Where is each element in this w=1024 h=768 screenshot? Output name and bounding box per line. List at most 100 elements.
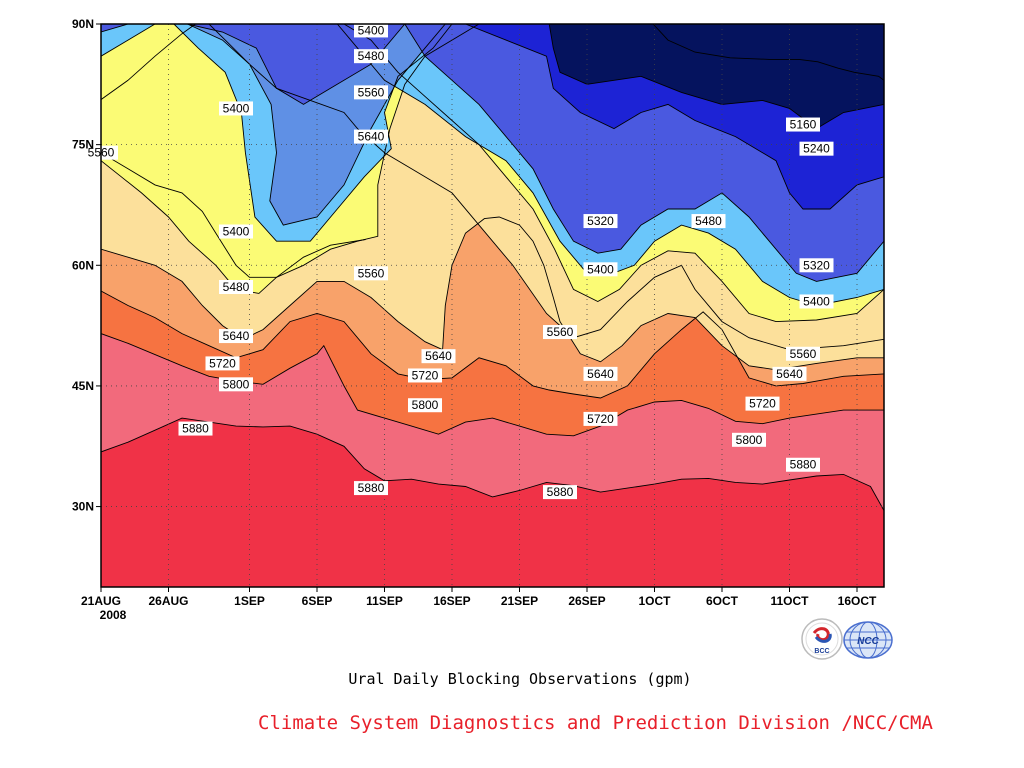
contour-label-5880: 5880 <box>178 421 213 436</box>
x-tick-label: 26SEP <box>568 594 605 608</box>
svg-text:5400: 5400 <box>223 101 250 115</box>
svg-text:5480: 5480 <box>223 280 250 294</box>
contour-label-5640: 5640 <box>219 329 253 344</box>
contour-label-5320: 5320 <box>799 258 834 273</box>
svg-text:5800: 5800 <box>223 377 250 391</box>
svg-text:5400: 5400 <box>358 23 385 37</box>
svg-text:5480: 5480 <box>695 214 722 228</box>
svg-text:5400: 5400 <box>803 294 830 308</box>
contour-label-5480: 5480 <box>219 280 253 295</box>
svg-text:NCC: NCC <box>857 636 879 647</box>
contour-label-5320: 5320 <box>583 214 618 229</box>
svg-text:5240: 5240 <box>803 142 830 156</box>
contour-label-5400: 5400 <box>219 101 253 116</box>
y-tick-label: 75N <box>72 138 94 152</box>
contour-label-5720: 5720 <box>745 396 780 411</box>
band-5240-5320 <box>187 24 405 105</box>
svg-text:5320: 5320 <box>587 214 614 228</box>
contour-line <box>101 290 884 399</box>
svg-text:5720: 5720 <box>412 368 439 382</box>
svg-text:5880: 5880 <box>182 422 209 436</box>
axes: 21AUG 26AUG 1SEP 6SEP 11SEP 16SEP 21SEP 26SEP 1O… <box>72 17 877 622</box>
contour-label-5720: 5720 <box>408 368 442 383</box>
bcc-logo: BCC <box>801 618 843 660</box>
svg-text:5720: 5720 <box>209 356 236 370</box>
y-tick-label: 45N <box>72 379 94 393</box>
band-5160 <box>653 24 884 81</box>
svg-text:5560: 5560 <box>790 347 817 361</box>
svg-text:5480: 5480 <box>358 49 385 63</box>
plot-frame <box>100 23 885 588</box>
contour-line <box>336 24 884 306</box>
contour-bands <box>101 24 884 587</box>
svg-text:5720: 5720 <box>587 412 614 426</box>
contour-label-5560: 5560 <box>543 325 577 340</box>
contour-label-5800: 5800 <box>732 432 766 447</box>
contour-label-5240: 5240 <box>799 141 834 156</box>
x-tick-label: 16OCT <box>838 594 877 608</box>
svg-text:5640: 5640 <box>358 130 385 144</box>
x-tick-label: 21SEP <box>501 594 538 608</box>
contour-label-5880: 5880 <box>543 485 577 500</box>
contour-label-5400: 5400 <box>799 294 834 309</box>
contour-label-5640: 5640 <box>583 366 618 381</box>
y-tick-label: 60N <box>72 258 94 272</box>
contour-line <box>187 24 406 105</box>
contour-label-5560: 5560 <box>354 266 388 281</box>
x-tick-label: 21AUG <box>81 594 121 608</box>
contour-label-5560: 5560 <box>354 85 388 100</box>
x-tick-label: 1SEP <box>234 594 265 608</box>
x-tick-label: 16SEP <box>433 594 470 608</box>
footer-credit: Climate System Diagnostics and Predictio… <box>258 712 933 734</box>
contour-line <box>465 24 884 210</box>
contour-label-5160: 5160 <box>786 117 820 132</box>
y-tick-label: 90N <box>72 17 94 31</box>
contour-label-5800: 5800 <box>408 398 442 413</box>
contour-label-5640: 5640 <box>421 349 456 364</box>
contour-line <box>173 24 453 242</box>
contour-label-5480: 5480 <box>691 214 726 229</box>
band-5320-5400 <box>187 24 446 226</box>
contour-label-5720: 5720 <box>583 411 618 426</box>
contour-line <box>101 24 480 278</box>
svg-text:5400: 5400 <box>587 262 614 276</box>
svg-text:5800: 5800 <box>412 398 439 412</box>
svg-text:5640: 5640 <box>776 367 803 381</box>
svg-text:5880: 5880 <box>790 458 817 472</box>
contour-label-5880: 5880 <box>354 481 388 496</box>
contour-label-5400: 5400 <box>583 262 618 277</box>
svg-text:5560: 5560 <box>358 85 385 99</box>
contour-label-5400: 5400 <box>219 224 253 239</box>
contour-labels: 5400 5480 5560 5400 5640 5560 5160 5240 5320 5480… <box>84 23 834 500</box>
svg-text:5800: 5800 <box>736 433 763 447</box>
svg-text:5640: 5640 <box>425 349 452 363</box>
contour-line <box>101 417 884 511</box>
chart-title: Ural Daily Blocking Observations (gpm) <box>348 670 692 688</box>
contour-line <box>101 160 366 294</box>
contour-line <box>208 24 884 351</box>
x-year-label: 2008 <box>100 608 127 622</box>
x-tick-label: 6OCT <box>706 594 739 608</box>
svg-text:5560: 5560 <box>547 325 574 339</box>
contour-lines <box>101 24 884 511</box>
contour-line <box>101 24 196 100</box>
contour-label-5640: 5640 <box>354 129 388 144</box>
contour-line <box>404 24 884 282</box>
svg-text:5160: 5160 <box>790 118 817 132</box>
ncc-logo: NCC <box>843 621 893 659</box>
svg-text:5320: 5320 <box>803 258 830 272</box>
x-tick-label: 11OCT <box>770 594 809 608</box>
x-tick-label: 26AUG <box>148 594 188 608</box>
x-tick-label: 1OCT <box>638 594 671 608</box>
contour-line <box>101 24 156 57</box>
svg-text:5640: 5640 <box>223 329 250 343</box>
svg-text:5400: 5400 <box>223 225 250 239</box>
svg-text:5560: 5560 <box>358 266 385 280</box>
contour-label-5720: 5720 <box>205 356 240 371</box>
svg-text:5880: 5880 <box>547 485 574 499</box>
contour-line <box>343 24 884 323</box>
svg-text:5640: 5640 <box>587 367 614 381</box>
x-tick-label: 11SEP <box>366 594 403 608</box>
contour-label-5880: 5880 <box>786 457 820 472</box>
